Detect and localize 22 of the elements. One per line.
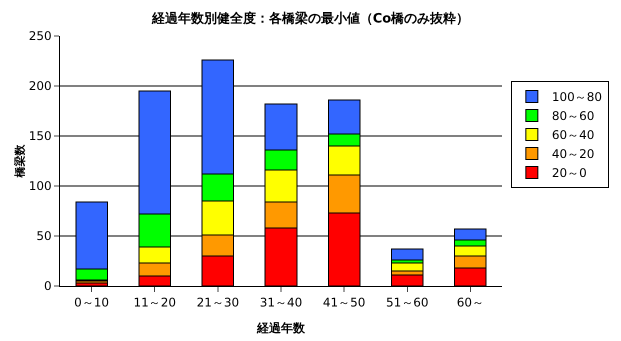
x-tick-label: 51～60 — [386, 295, 429, 310]
legend-label: 20～0 — [552, 166, 587, 180]
x-tick-label: 11～20 — [133, 295, 176, 310]
chart-title: 経過年数別健全度：各橋梁の最小値（Co橋のみ抜粋） — [150, 10, 470, 27]
legend-label: 80～60 — [552, 109, 594, 124]
x-tick-label: 60～ — [456, 295, 484, 310]
y-tick-label: 50 — [36, 229, 52, 244]
y-tick-label: 100 — [28, 179, 52, 194]
y-tick-label: 0 — [44, 279, 52, 294]
y-tick-label: 150 — [28, 129, 52, 144]
x-tick-label: 41～50 — [322, 295, 366, 310]
legend-label: 40～20 — [552, 147, 594, 162]
y-tick-label: 200 — [28, 79, 52, 94]
y-axis-title: 橋梁数 — [14, 144, 27, 178]
x-tick-label: 0～10 — [74, 295, 110, 310]
x-tick-label: 21～30 — [196, 295, 240, 310]
legend-label: 60～40 — [552, 128, 594, 142]
x-axis-title: 経過年数 — [256, 321, 306, 335]
legend-label: 100～80 — [552, 90, 602, 104]
bar — [391, 248, 424, 260]
y-tick-label: 250 — [28, 29, 52, 44]
x-tick-label: 31～40 — [260, 295, 302, 310]
